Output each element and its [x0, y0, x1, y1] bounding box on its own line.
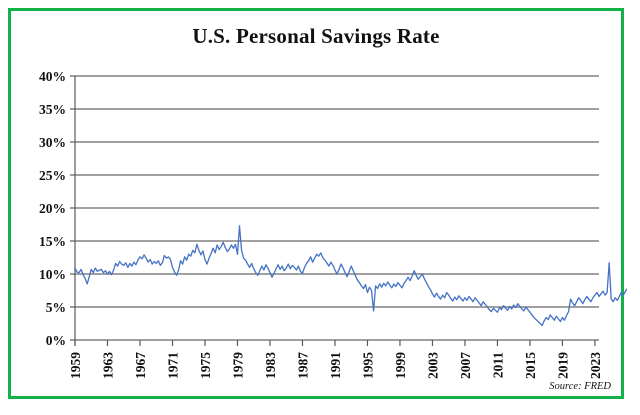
- y-axis-tick-label: 35%: [39, 102, 66, 117]
- y-axis-tick-label: 25%: [39, 168, 66, 183]
- x-axis-ticks-group: [74, 340, 596, 346]
- x-axis-tick-label: 2011: [490, 352, 505, 379]
- x-axis-tick-label: 1979: [230, 352, 245, 379]
- x-axis-labels-group: 1959 1963 1967 1971 1975 1979 1983 1987 1991 1995…: [68, 352, 603, 379]
- x-axis-tick-label: 1975: [198, 352, 213, 379]
- savings-rate-line-chart: 40%35%30%25%20%15%10%5%0% 1959 1963 1967 19…: [39, 69, 627, 379]
- y-axis-tick-label: 15%: [39, 234, 66, 249]
- y-axis-tick-label: 20%: [39, 201, 66, 216]
- x-axis-tick-label: 1995: [360, 352, 375, 379]
- x-axis-tick-label: 1967: [133, 352, 148, 379]
- x-axis-tick-label: 1983: [263, 352, 278, 379]
- y-axis-tick-label: 30%: [39, 135, 66, 150]
- y-axis-labels-group: 40% 35% 30% 25% 20% 15% 10% 5% 0%: [39, 69, 66, 348]
- x-axis-tick-label: 1987: [295, 352, 310, 379]
- x-axis-tick-label: 2007: [458, 352, 473, 379]
- x-axis-tick-label: 1959: [68, 352, 83, 379]
- page-title: U.S. Personal Savings Rate: [192, 24, 440, 48]
- y-axis-ticks-group: [70, 75, 75, 341]
- chart-frame: U.S. Personal Savings Rate 40% 35% 30% 25% 2…: [8, 8, 627, 402]
- chart-plot-area: 40% 35% 30% 25% 20% 15% 10% 5% 0% 1959 1963 1967 19…: [11, 11, 627, 402]
- y-axis-tick-label: 5%: [46, 300, 66, 315]
- x-axis-tick-label: 2003: [425, 352, 440, 379]
- y-axis-tick-label: 0%: [46, 333, 66, 348]
- x-axis-tick-label: 2019: [555, 352, 570, 379]
- x-axis-tick-label: 2015: [523, 352, 538, 379]
- y-axis-tick-label: 10%: [39, 267, 66, 282]
- gridlines-group: [75, 75, 599, 341]
- source-note: Source: FRED: [549, 381, 611, 392]
- x-axis-tick-label: 1999: [393, 352, 408, 379]
- x-axis-tick-label: 1991: [328, 352, 343, 379]
- y-axis-tick-label: 40%: [39, 69, 66, 84]
- x-axis-tick-label: 1963: [100, 352, 115, 379]
- savings-rate-series: [74, 225, 627, 327]
- x-axis-tick-label: 2023: [588, 352, 603, 379]
- x-axis-tick-label: 1971: [165, 352, 180, 379]
